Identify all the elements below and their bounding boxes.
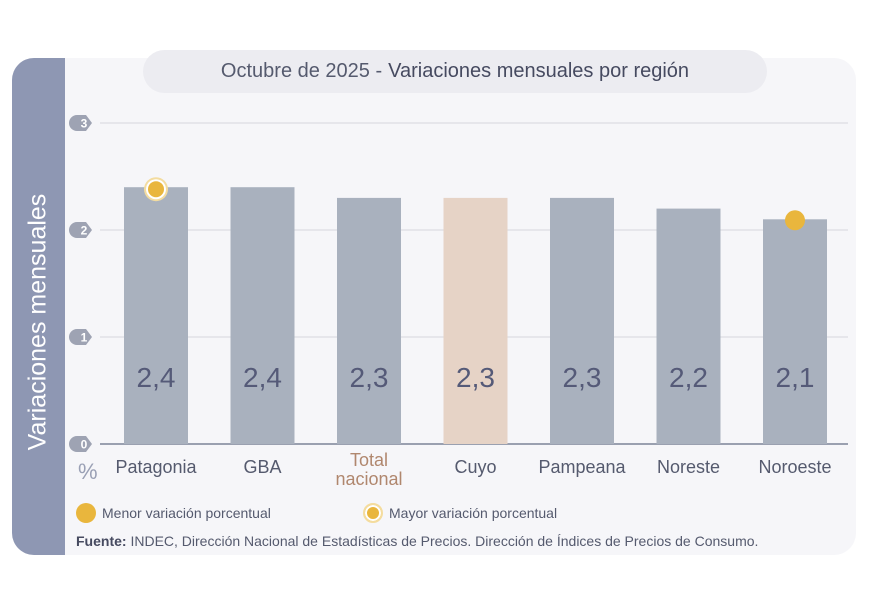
category-label: Noroeste: [758, 457, 832, 477]
category-label: Noreste: [656, 457, 721, 477]
title-main: Variaciones mensuales por región: [388, 60, 690, 82]
data-label: 2,4: [243, 362, 282, 393]
category-label: Pampeana: [538, 457, 626, 477]
source-label: Fuente:: [76, 533, 127, 549]
legend-mayor: Mayor variación porcentual: [363, 503, 557, 523]
y-tick-marker: [69, 115, 92, 131]
bar: [443, 197, 508, 444]
y-unit: %: [78, 459, 98, 484]
mayor-ring-icon: [363, 503, 383, 523]
y-tick-label: 1: [81, 331, 88, 345]
title-date: Octubre de 2025 -: [220, 60, 383, 82]
y-tick-marker: [69, 222, 92, 238]
y-tick-label: 2: [81, 224, 88, 238]
data-label: 2,3: [456, 362, 495, 393]
category-label: Total nacional: [335, 450, 403, 489]
category-label: Patagonia: [115, 457, 197, 477]
menor-marker-dot: [785, 210, 805, 231]
data-label: 2,3: [563, 362, 602, 393]
bar: [337, 197, 401, 444]
source-text: INDEC, Dirección Nacional de Estadística…: [130, 533, 759, 549]
data-label: 2,4: [137, 362, 176, 393]
bar: [124, 187, 188, 444]
y-tick-marker: [69, 329, 92, 345]
source-note: Fuente: INDEC, Dirección Nacional de Est…: [76, 533, 758, 549]
category-label: GBA: [243, 457, 282, 477]
menor-dot-icon: [76, 503, 96, 523]
bar: [230, 187, 295, 444]
legend-menor: Menor variación porcentual: [76, 503, 271, 523]
chart-title: Octubre de 2025 - Variaciones mensuales …: [143, 50, 767, 93]
data-label: 2,3: [350, 362, 389, 393]
bar: [763, 219, 827, 444]
bar: [550, 197, 614, 444]
mayor-marker-dot: [148, 181, 164, 198]
bar: [656, 208, 721, 444]
y-tick-label: 0: [81, 438, 88, 452]
y-tick-label: 3: [81, 117, 88, 131]
data-label: 2,2: [669, 362, 708, 393]
legend-menor-label: Menor variación porcentual: [102, 505, 271, 521]
data-label: 2,1: [776, 362, 815, 393]
y-tick-marker: [69, 436, 92, 452]
category-label: Cuyo: [454, 457, 497, 477]
y-axis-band: [12, 58, 65, 555]
legend-mayor-label: Mayor variación porcentual: [389, 505, 558, 521]
